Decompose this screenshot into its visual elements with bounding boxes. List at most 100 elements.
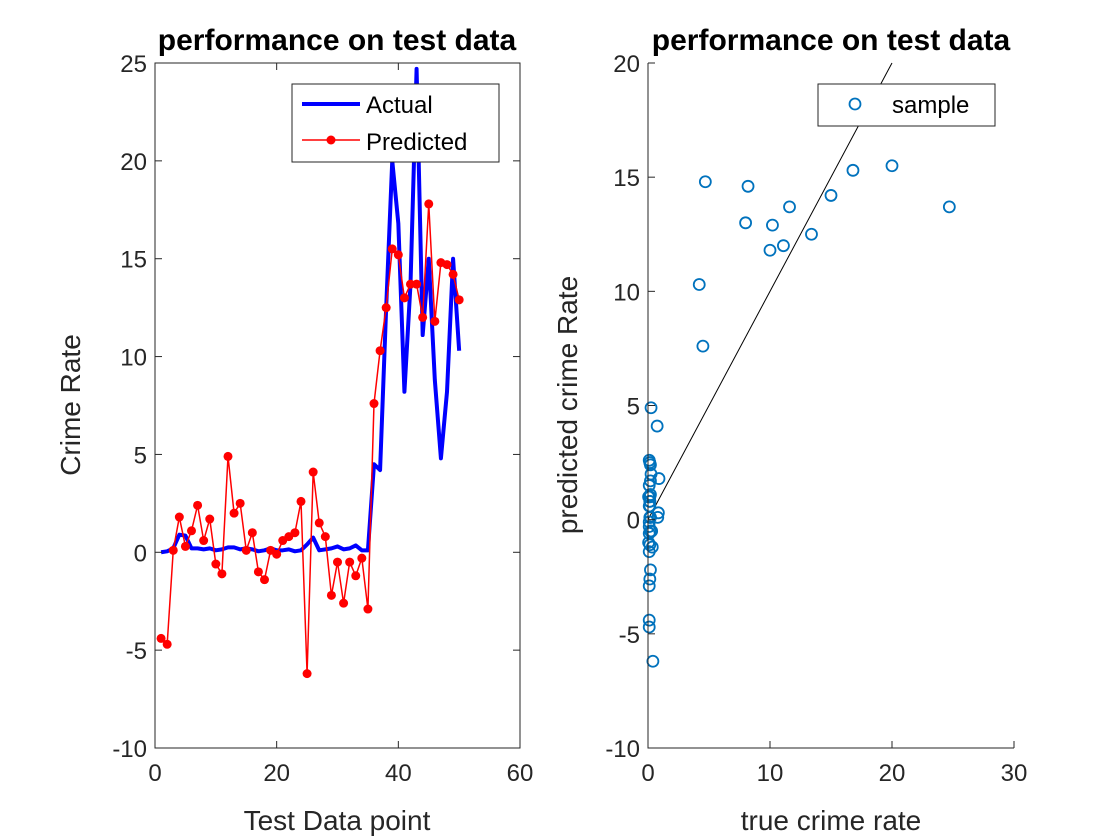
sample-point: [646, 654, 660, 668]
sample-point: [642, 579, 656, 593]
line-chart-panel: 0 20 40 60 -10 -5 0 5 10 15 20 25 performance on t…: [55, 24, 533, 836]
predicted-point: [229, 508, 239, 518]
predicted-point: [308, 467, 318, 477]
y-axis-ticks: -10 -5 0 5 10 15 20: [605, 51, 655, 763]
chart-title: performance on test data: [158, 24, 517, 57]
predicted-point: [442, 260, 452, 270]
sample-point: [651, 510, 665, 524]
predicted-point: [454, 295, 464, 305]
y-tick-label: -10: [112, 736, 147, 763]
predicted-point: [363, 604, 373, 614]
legend-box: [817, 83, 996, 127]
y-tick-label: 20: [613, 51, 640, 78]
predicted-point: [424, 199, 434, 209]
sample-point: [805, 227, 818, 241]
y-tick-label: 0: [627, 508, 640, 535]
y-axis-ticks: -10 -5 0 5 10 15 20 25: [112, 51, 520, 763]
y-tick-label: 15: [613, 165, 640, 192]
x-axis-ticks: 0 10 20 30: [641, 741, 1027, 787]
predicted-point: [168, 545, 178, 555]
legend-box: [291, 83, 500, 163]
x-tick-label: 60: [507, 760, 534, 787]
sample-point: [645, 540, 659, 554]
scatter-chart-panel: 0 10 20 30 -10 -5 0 5 10 15 20 performance on tes…: [552, 24, 1027, 836]
sample-point: [885, 159, 899, 173]
x-tick-label: 20: [263, 760, 290, 787]
y-tick-label: 15: [120, 247, 147, 274]
sample-point: [846, 163, 860, 177]
predicted-point: [302, 669, 312, 679]
plot-area: [648, 63, 1014, 748]
sample-point: [642, 479, 656, 492]
sample-point: [696, 339, 710, 353]
x-axis-label: true crime rate: [741, 805, 922, 836]
y-tick-label: -5: [619, 622, 640, 649]
predicted-point: [418, 312, 428, 322]
sample-point: [741, 179, 755, 193]
predicted-point: [241, 545, 251, 555]
predicted-point: [296, 496, 306, 506]
sample-point: [642, 499, 656, 513]
predicted-point: [290, 528, 300, 538]
predicted-point: [369, 399, 379, 409]
y-tick-label: 25: [120, 51, 147, 78]
sample-point: [643, 572, 657, 586]
y-tick-label: -5: [126, 638, 147, 665]
x-tick-label: 40: [385, 760, 412, 787]
x-tick-label: 30: [1001, 760, 1028, 787]
predicted-point: [393, 250, 403, 260]
predicted-point: [320, 532, 330, 542]
x-axis-ticks: 0 20 40 60: [148, 63, 533, 787]
predicted-point: [412, 279, 422, 289]
sample-point: [942, 200, 956, 214]
sample-point: [698, 175, 712, 189]
plot-area: [155, 63, 520, 748]
sample-point: [783, 200, 796, 214]
chart-title: performance on test data: [652, 24, 1011, 57]
predicted-point: [339, 598, 349, 608]
sample-point: [642, 613, 656, 627]
predicted-point: [180, 541, 190, 551]
sample-point: [824, 189, 838, 202]
sample-point: [766, 218, 779, 232]
sample-point: [642, 620, 656, 634]
identity-line: [647, 62, 893, 520]
y-axis-label: Crime Rate: [55, 334, 86, 476]
legend-actual-label: Actual: [366, 92, 433, 119]
x-tick-label: 0: [148, 760, 161, 787]
sample-point: [644, 563, 657, 577]
actual-line: [160, 66, 462, 555]
predicted-point: [326, 590, 336, 600]
predicted-point: [333, 557, 342, 567]
predicted-point: [205, 514, 215, 524]
predicted-point: [217, 569, 227, 579]
predicted-point: [272, 549, 282, 559]
predicted-point: [187, 526, 196, 536]
predicted-point: [247, 528, 257, 538]
sample-point: [643, 494, 657, 508]
predicted-point: [375, 346, 385, 356]
y-axis-label: predicted crime Rate: [552, 276, 583, 534]
predicted-point: [235, 498, 245, 508]
series-predicted: [156, 199, 464, 679]
sample-point: [763, 243, 777, 257]
sample-point: [739, 216, 752, 230]
predicted-point: [351, 571, 361, 581]
predicted-point: [387, 244, 397, 254]
predicted-point: [357, 553, 367, 563]
predicted-point: [211, 559, 221, 569]
predicted-point: [260, 575, 269, 585]
x-axis-label: Test Data point: [244, 805, 431, 836]
legend-sample-marker: [848, 97, 862, 111]
y-tick-label: 5: [134, 442, 147, 469]
legend: sample: [817, 83, 996, 127]
sample-point: [650, 419, 664, 433]
legend-predicted-marker: [326, 135, 336, 145]
predicted-point: [174, 512, 184, 522]
predicted-point: [448, 269, 458, 279]
x-tick-label: 0: [641, 760, 654, 787]
sample-point: [644, 401, 658, 415]
y-tick-label: 10: [120, 345, 147, 372]
series-actual: [160, 66, 462, 555]
